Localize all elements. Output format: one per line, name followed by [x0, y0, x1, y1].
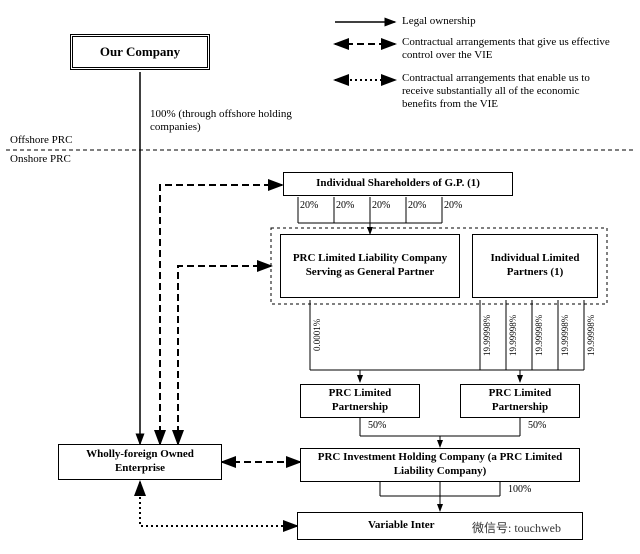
pct-lp19-1: 19.99998%: [508, 305, 518, 365]
legend-dotted: Contractual arrangements that enable us …: [402, 72, 617, 112]
label-onshore: Onshore PRC: [10, 153, 71, 166]
pct-gp20-2: 20%: [372, 200, 390, 211]
pct-gp20-1: 20%: [336, 200, 354, 211]
pct-lp19-0: 19.99998%: [482, 305, 492, 365]
pct-gp20-4: 20%: [444, 200, 462, 211]
pct-gp20-0: 20%: [300, 200, 318, 211]
node-invest-hold: PRC Investment Holding Company (a PRC Li…: [300, 448, 580, 482]
pct-50-a: 50%: [368, 420, 386, 431]
legend-solid: Legal ownership: [402, 15, 476, 28]
pct-100: 100%: [508, 484, 531, 495]
pct-gp0001: 0.0001%: [312, 305, 322, 365]
watermark: 微信号: touchweb: [468, 518, 565, 537]
pct-lp19-2: 19.99998%: [534, 305, 544, 365]
legend-dashed-text: Contractual arrangements that give us ef…: [402, 36, 617, 62]
node-partnership-2: PRC Limited Partnership: [460, 384, 580, 418]
node-partnership-1: PRC Limited Partnership: [300, 384, 420, 418]
node-gp-shareholders: Individual Shareholders of G.P. (1): [283, 172, 513, 196]
node-wfoe: Wholly-foreign Owned Enterprise: [58, 444, 222, 480]
legend-solid-text: Legal ownership: [402, 15, 476, 28]
node-individual-lp: Individual Limited Partners (1): [472, 234, 598, 298]
pct-lp19-4: 19.99998%: [586, 305, 596, 365]
legend-dashed: Contractual arrangements that give us ef…: [402, 36, 617, 62]
node-our-company: Our Company: [70, 34, 210, 70]
node-general-partner: PRC Limited Liability Company Serving as…: [280, 234, 460, 298]
label-offshore: Offshore PRC: [10, 134, 72, 147]
pct-lp19-3: 19.99998%: [560, 305, 570, 365]
legend-dotted-text: Contractual arrangements that enable us …: [402, 72, 617, 112]
pct-gp20-3: 20%: [408, 200, 426, 211]
label-holding: 100% (through offshore holding companies…: [150, 108, 300, 134]
pct-50-b: 50%: [528, 420, 546, 431]
